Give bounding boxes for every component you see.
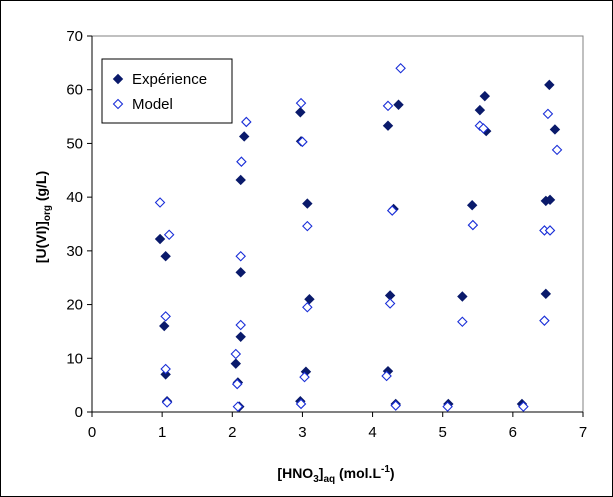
model-point	[442, 401, 453, 412]
experience-point	[474, 104, 486, 116]
model-point	[395, 62, 406, 74]
experience-point	[160, 251, 171, 262]
experience-point	[154, 233, 166, 245]
y-axis-ticks: 0 10 20 30 40 50 60 70	[66, 28, 92, 421]
x-tick-label: 2	[228, 424, 236, 441]
x-tick-label: 6	[509, 424, 517, 441]
y-tick-label: 60	[66, 82, 83, 99]
model-point	[382, 100, 394, 112]
series-experience	[154, 79, 561, 412]
experience-point	[393, 99, 404, 110]
model-point	[381, 370, 392, 382]
experience-point	[235, 174, 246, 186]
model-point	[467, 219, 479, 231]
model-point	[390, 400, 401, 411]
y-tick-label: 0	[75, 404, 83, 421]
model-point	[154, 197, 166, 208]
model-point	[160, 311, 171, 322]
legend-label: Expérience	[132, 71, 207, 88]
y-tick-label: 70	[66, 28, 83, 45]
y-tick-label: 40	[66, 189, 83, 206]
model-point	[539, 315, 550, 326]
model-point	[241, 116, 252, 128]
experience-point	[235, 331, 246, 343]
experience-point	[457, 291, 468, 302]
model-point	[478, 123, 489, 134]
model-point	[231, 378, 243, 390]
x-tick-label: 1	[158, 424, 166, 441]
experience-point	[549, 124, 561, 135]
series-model	[154, 62, 563, 412]
model-point	[163, 229, 175, 241]
x-axis-ticks: 0 1 2 3 4 5 6 7	[88, 412, 587, 441]
model-point	[235, 319, 246, 331]
legend: Expérience Model	[101, 58, 233, 124]
model-point	[297, 136, 308, 148]
model-point	[299, 371, 310, 383]
x-tick-label: 3	[298, 424, 306, 441]
legend-marker	[112, 73, 124, 85]
y-tick-label: 20	[66, 297, 83, 314]
legend-marker	[112, 98, 124, 110]
experience-point	[544, 79, 555, 91]
data-points	[154, 62, 563, 412]
experience-point	[160, 369, 171, 380]
model-point	[542, 108, 554, 120]
experience-point	[239, 131, 250, 142]
model-point	[230, 348, 242, 360]
model-point	[302, 301, 313, 313]
model-point	[551, 144, 563, 156]
model-point	[457, 316, 468, 328]
axes	[91, 35, 584, 413]
model-point	[384, 298, 396, 309]
model-point	[235, 250, 246, 262]
experience-point	[230, 358, 242, 369]
y-tick-label: 10	[66, 350, 83, 367]
experience-point	[544, 194, 556, 206]
experience-point	[235, 267, 246, 278]
experience-point	[159, 320, 170, 332]
experience-point	[304, 293, 315, 305]
y-axis-title: [U(VI)]org (g/L)	[33, 171, 53, 263]
x-tick-label: 4	[368, 424, 376, 441]
model-point	[160, 363, 171, 375]
experience-point	[479, 90, 491, 102]
x-axis-title: [HNO3]aq (mol.L-1)	[277, 464, 394, 485]
experience-point	[540, 288, 552, 300]
x-tick-label: 5	[439, 424, 447, 441]
x-tick-label: 0	[88, 424, 96, 441]
model-point	[295, 97, 307, 109]
y-tick-label: 50	[66, 135, 83, 152]
y-tick-label: 30	[66, 243, 83, 260]
legend-box	[101, 58, 233, 124]
model-point	[544, 225, 556, 236]
legend-label: Model	[132, 96, 173, 113]
model-point	[518, 401, 529, 412]
model-point	[302, 220, 313, 232]
model-point	[161, 397, 173, 408]
experience-point	[302, 198, 313, 209]
experience-point	[382, 120, 394, 131]
model-point	[295, 398, 307, 410]
experience-point	[295, 107, 306, 118]
experience-point	[466, 199, 478, 211]
model-point	[232, 401, 244, 412]
model-point	[386, 205, 398, 216]
model-point	[236, 156, 247, 167]
x-tick-label: 7	[579, 424, 587, 441]
